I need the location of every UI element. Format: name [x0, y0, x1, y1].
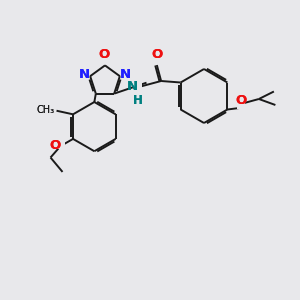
Bar — [134, 83, 142, 90]
Text: CH₃: CH₃ — [37, 104, 55, 115]
Text: O: O — [151, 48, 163, 61]
Text: O: O — [151, 48, 163, 61]
Text: O: O — [49, 139, 60, 152]
Text: CH₃: CH₃ — [37, 104, 55, 115]
Bar — [237, 102, 245, 109]
Text: N: N — [120, 68, 131, 81]
Bar — [56, 142, 64, 149]
Text: N: N — [127, 80, 138, 93]
Bar — [100, 57, 108, 63]
Text: H: H — [133, 94, 143, 107]
Text: O: O — [235, 94, 247, 106]
Bar — [81, 71, 89, 78]
Bar — [121, 71, 129, 78]
Text: O: O — [98, 48, 110, 61]
Text: N: N — [79, 68, 90, 81]
Bar — [153, 57, 161, 63]
Text: H: H — [133, 94, 143, 107]
Text: O: O — [98, 48, 110, 61]
Text: O: O — [235, 94, 247, 106]
Text: N: N — [120, 68, 131, 81]
Text: N: N — [79, 68, 90, 81]
Text: N: N — [127, 80, 138, 93]
Text: O: O — [49, 139, 60, 152]
